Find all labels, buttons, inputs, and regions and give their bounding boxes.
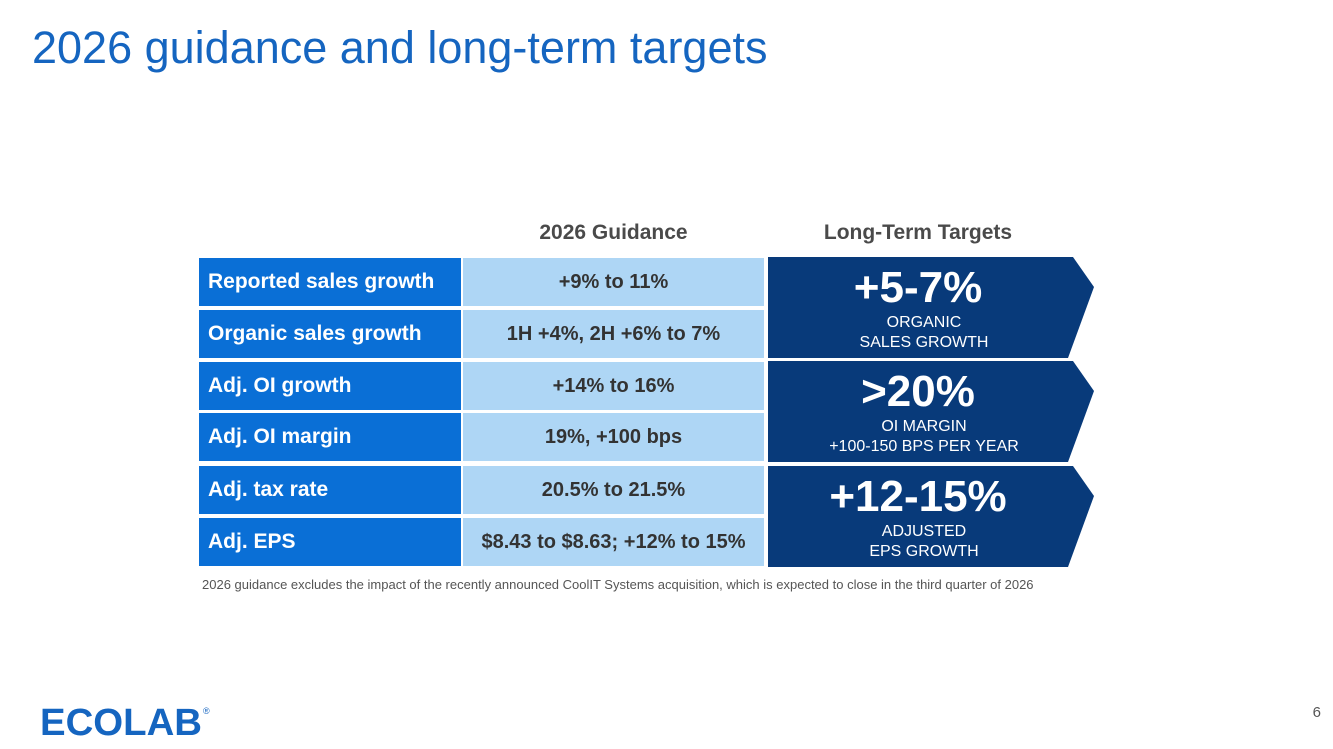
guidance-column-header: 2026 Guidance <box>539 221 688 244</box>
target-arrow-shape <box>768 466 1094 567</box>
metric-label-adj-oi-margin: Adj. OI margin <box>199 413 461 461</box>
page-number: 6 <box>1312 704 1321 721</box>
metric-label-reported-sales-growth: Reported sales growth <box>199 258 461 306</box>
guidance-footnote: 2026 guidance excludes the impact of the… <box>202 577 1034 592</box>
metric-label-adj-oi-growth: Adj. OI growth <box>199 362 461 410</box>
guidance-value-adj-tax-rate: 20.5% to 21.5% <box>463 466 764 514</box>
target-caption-organic-sales-line2: SALES GROWTH <box>859 334 989 351</box>
guidance-value-adj-eps: $8.43 to $8.63; +12% to 15% <box>463 518 764 566</box>
guidance-value-reported-sales-growth: +9% to 11% <box>463 258 764 306</box>
target-value-organic-sales: +5-7% <box>853 263 983 312</box>
target-box-eps-growth: +12-15% ADJUSTED EPS GROWTH <box>768 466 1095 567</box>
target-box-organic-sales: +5-7% ORGANIC SALES GROWTH <box>768 257 1095 358</box>
target-box-oi-margin: >20% OI MARGIN +100-150 BPS PER YEAR <box>768 361 1095 462</box>
guidance-value-adj-oi-margin: 19%, +100 bps <box>463 413 764 461</box>
target-caption-organic-sales-line1: ORGANIC <box>886 314 962 331</box>
page-title: 2026 guidance and long-term targets <box>32 22 768 73</box>
guidance-value-organic-sales-growth: 1H +4%, 2H +6% to 7% <box>463 310 764 358</box>
target-value-eps-growth: +12-15% <box>829 472 1007 521</box>
logo-wordmark: ECOLAB <box>40 702 202 740</box>
registered-mark: ® <box>203 706 210 716</box>
target-caption-eps-growth-line1: ADJUSTED <box>881 523 967 540</box>
metric-label-adj-eps: Adj. EPS <box>199 518 461 566</box>
guidance-value-adj-oi-growth: +14% to 16% <box>463 362 764 410</box>
targets-column-header: Long-Term Targets <box>823 221 1013 244</box>
target-caption-oi-margin-line1: OI MARGIN <box>881 418 967 435</box>
target-value-oi-margin: >20% <box>861 367 975 416</box>
ecolab-logo: ECOLAB ® <box>40 702 210 740</box>
target-caption-oi-margin-line2: +100-150 BPS PER YEAR <box>829 438 1019 455</box>
target-arrow-shape <box>768 361 1094 462</box>
target-caption-eps-growth-line2: EPS GROWTH <box>869 543 979 560</box>
metric-label-adj-tax-rate: Adj. tax rate <box>199 466 461 514</box>
metric-label-organic-sales-growth: Organic sales growth <box>199 310 461 358</box>
target-arrow-shape <box>768 257 1094 358</box>
